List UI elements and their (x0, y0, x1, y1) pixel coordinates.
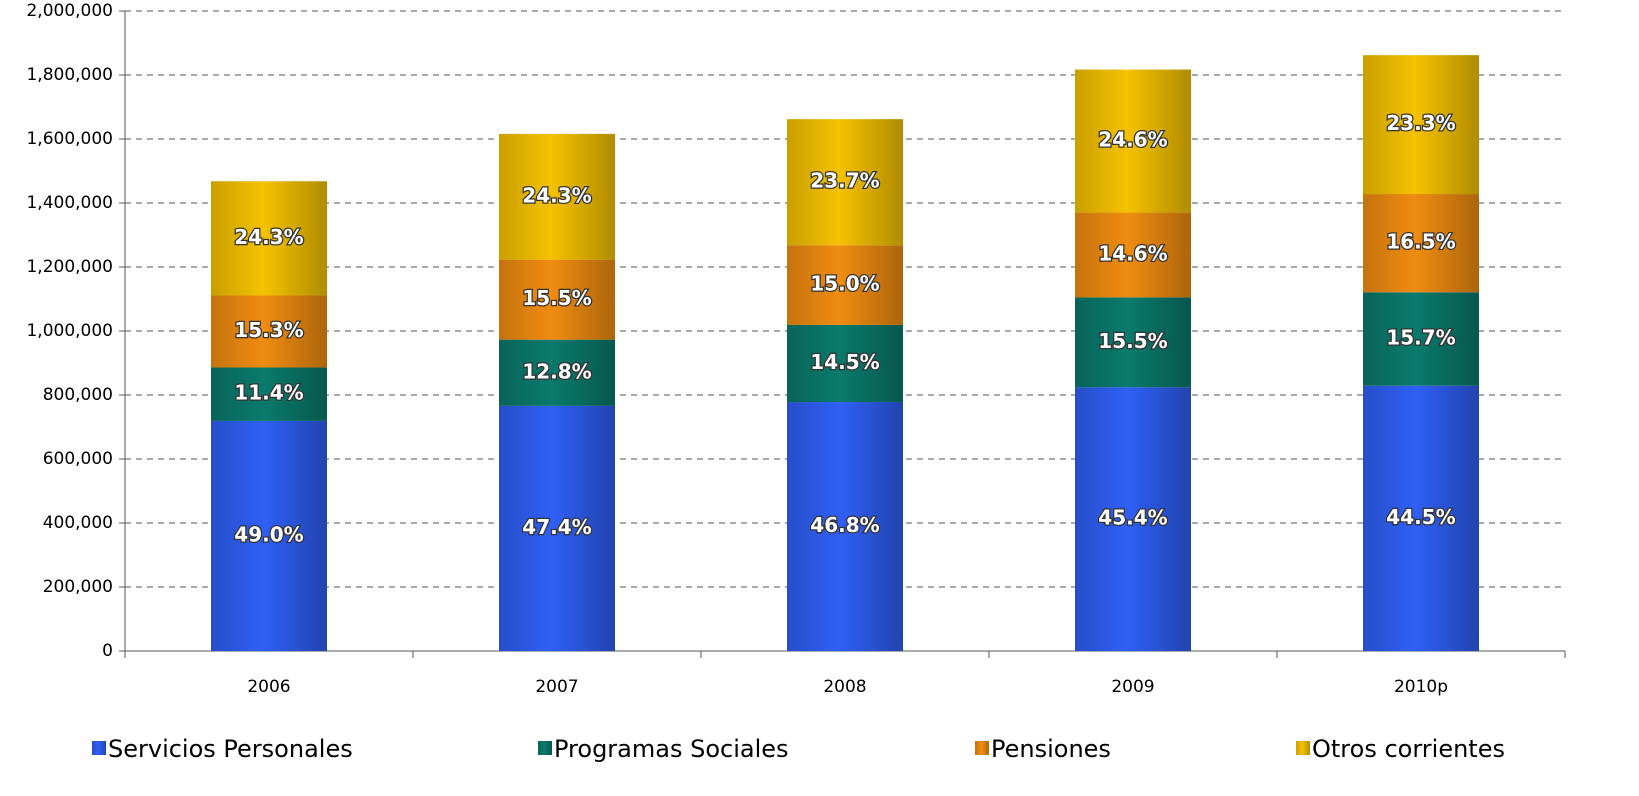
x-tick-label: 2006 (247, 677, 290, 697)
legend-label: Pensiones (991, 735, 1111, 763)
x-tick-label: 2007 (535, 677, 578, 697)
y-tick-label: 1,600,000 (26, 129, 113, 149)
y-tick-label: 0 (102, 641, 113, 661)
value-label: 12.8% (522, 359, 591, 383)
value-label: 14.6% (1098, 242, 1167, 266)
legend-swatch (538, 741, 552, 755)
bar-segment (211, 367, 327, 421)
bar-segment (211, 181, 327, 296)
value-label: 44.5% (1386, 505, 1455, 529)
y-tick-label: 1,000,000 (26, 321, 113, 341)
legend-swatch (1296, 741, 1310, 755)
value-label: 49.0% (234, 522, 303, 546)
y-tick-label: 2,000,000 (26, 1, 113, 21)
legend-label: Programas Sociales (554, 735, 789, 763)
x-tick-label: 2009 (1111, 677, 1154, 697)
value-label: 23.3% (1386, 111, 1455, 135)
value-label: 15.0% (810, 272, 879, 296)
bar-segment (787, 245, 903, 325)
value-label: 46.8% (810, 513, 879, 537)
bar-segment (787, 119, 903, 246)
value-label: 24.3% (234, 225, 303, 249)
bar-segment (1363, 385, 1479, 651)
y-tick-label: 1,800,000 (26, 65, 113, 85)
legend-label: Otros corrientes (1312, 735, 1505, 763)
legend-swatch (975, 741, 989, 755)
bar-segment (787, 324, 903, 403)
bar-segment (499, 259, 615, 340)
bar-segment (1075, 212, 1191, 298)
bar-segment (1363, 292, 1479, 386)
value-label: 14.5% (810, 350, 879, 374)
value-label: 11.4% (234, 381, 303, 405)
value-label: 15.3% (234, 318, 303, 342)
value-label: 15.7% (1386, 326, 1455, 350)
y-tick-label: 600,000 (43, 449, 113, 469)
bar-segment (1363, 194, 1479, 293)
bar-segment (1363, 55, 1479, 195)
y-tick-label: 800,000 (43, 385, 113, 405)
value-label: 47.4% (522, 515, 591, 539)
bar-segment (211, 420, 327, 651)
y-tick-label: 400,000 (43, 513, 113, 533)
value-label: 24.6% (1098, 128, 1167, 152)
legend-swatch (92, 741, 106, 755)
x-tick-label: 2008 (823, 677, 866, 697)
bar-segment (499, 339, 615, 406)
bar-segment (499, 405, 615, 651)
value-label: 45.4% (1098, 506, 1167, 530)
bar-segment (211, 295, 327, 368)
legend-label: Servicios Personales (108, 735, 353, 763)
bar-segment (787, 402, 903, 651)
bar-segment (499, 133, 615, 260)
value-label: 15.5% (522, 286, 591, 310)
y-tick-label: 1,400,000 (26, 193, 113, 213)
value-label: 15.5% (1098, 329, 1167, 353)
x-tick-label: 2010p (1394, 677, 1448, 697)
value-label: 16.5% (1386, 230, 1455, 254)
bar-segment (1075, 69, 1191, 213)
y-tick-label: 1,200,000 (26, 257, 113, 277)
value-label: 23.7% (810, 169, 879, 193)
value-label: 24.3% (522, 183, 591, 207)
bar-segment (1075, 297, 1191, 388)
y-tick-label: 200,000 (43, 577, 113, 597)
bar-segment (1075, 387, 1191, 651)
